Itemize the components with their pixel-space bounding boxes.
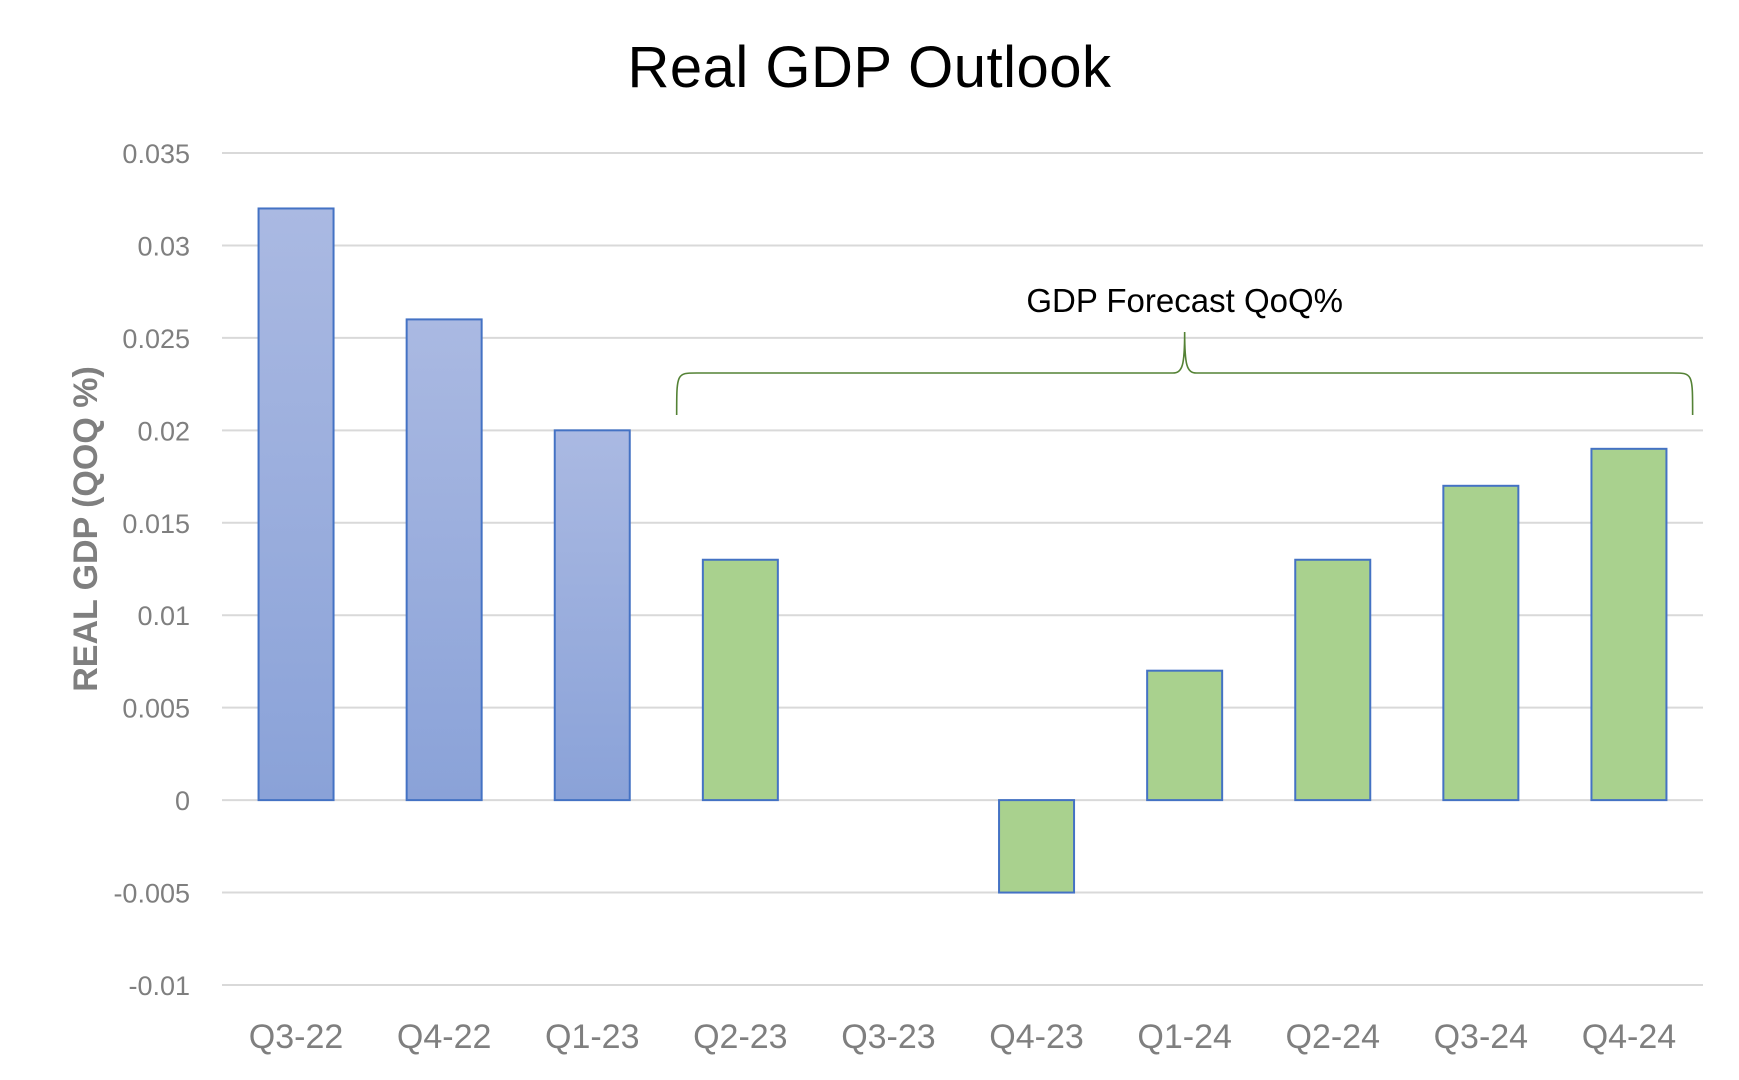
annotation-label: GDP Forecast QoQ% (1026, 282, 1343, 319)
bar-q1-23 (553, 429, 631, 802)
y-tick-label: -0.005 (113, 879, 190, 909)
x-tick-label: Q3-23 (841, 1018, 936, 1056)
y-axis-ticks: 0.035 0.03 0.025 0.02 0.015 0.01 0.005 0 -0.005 -… (113, 139, 190, 1001)
y-tick-label: 0.03 (137, 231, 190, 261)
bar-q2-24 (1294, 558, 1372, 802)
y-axis-label: REAL GDP (QOQ %) (67, 366, 105, 692)
y-tick-label: -0.01 (128, 971, 190, 1001)
x-tick-label: Q2-24 (1286, 1018, 1381, 1056)
y-tick-label: 0.005 (122, 694, 190, 724)
y-tick-label: 0 (175, 786, 190, 816)
x-tick-label: Q4-22 (397, 1018, 492, 1056)
bar-q3-24 (1442, 484, 1520, 802)
bar-q4-22 (405, 318, 483, 802)
bar-q4-23 (998, 799, 1076, 894)
y-tick-label: 0.025 (122, 324, 190, 354)
bar-q3-22 (257, 207, 335, 802)
bar-q2-23 (701, 558, 779, 802)
bar-q1-24 (1146, 669, 1224, 802)
x-tick-label: Q3-22 (249, 1018, 344, 1056)
x-tick-label: Q3-24 (1434, 1018, 1529, 1056)
y-tick-label: 0.01 (137, 601, 190, 631)
y-tick-label: 0.02 (137, 416, 190, 446)
x-tick-label: Q1-23 (545, 1018, 640, 1056)
forecast-brace (675, 331, 1694, 416)
x-tick-label: Q2-23 (693, 1018, 788, 1056)
chart-title: Real GDP Outlook (627, 35, 1112, 100)
y-tick-label: 0.035 (122, 139, 190, 169)
brace-shape (675, 331, 1694, 416)
x-tick-label: Q1-24 (1137, 1018, 1232, 1056)
y-tick-label: 0.015 (122, 509, 190, 539)
bars (257, 207, 1668, 894)
x-tick-label: Q4-24 (1582, 1018, 1677, 1056)
x-axis-ticks: Q3-22 Q4-22 Q1-23 Q2-23 Q3-23 Q4-23 Q1-24 Q2-24… (249, 1018, 1676, 1056)
x-tick-label: Q4-23 (989, 1018, 1084, 1056)
bar-q4-24 (1590, 447, 1668, 802)
